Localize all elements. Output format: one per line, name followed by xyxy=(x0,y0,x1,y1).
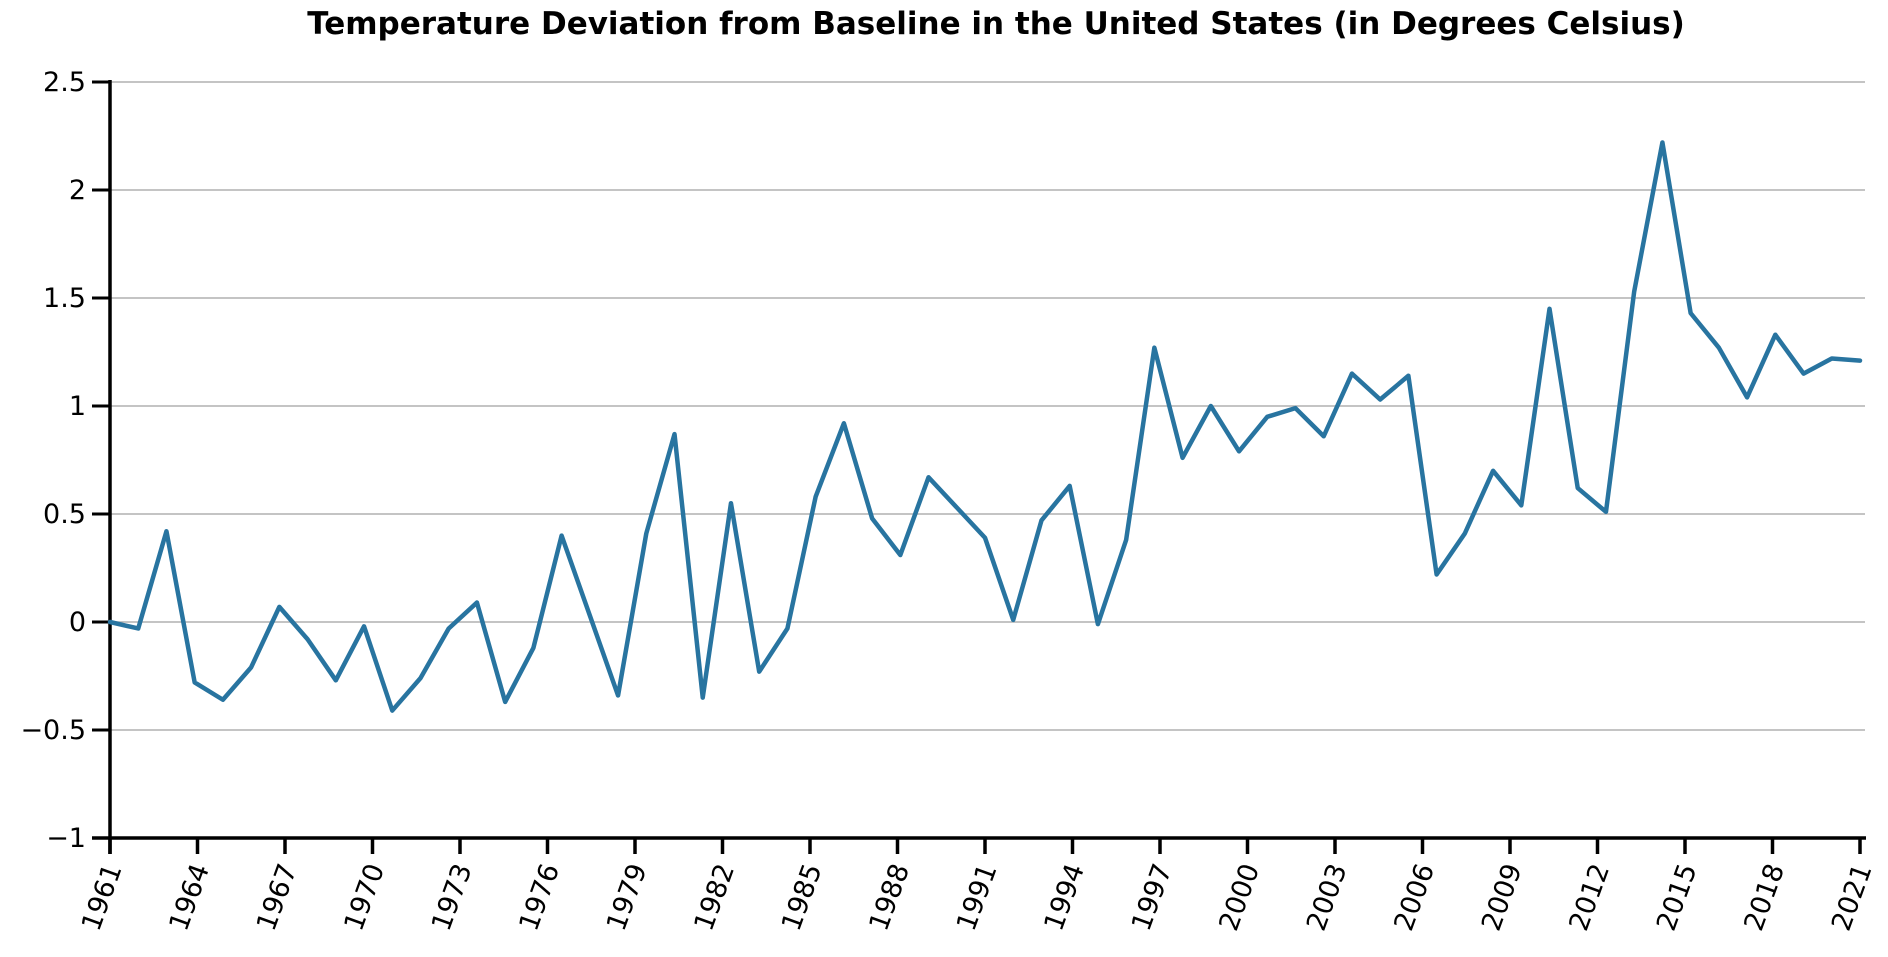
x-tick-label: 2000 xyxy=(1213,860,1266,935)
y-tick-label: 1 xyxy=(69,391,86,422)
x-tick-label: 1979 xyxy=(601,860,654,935)
y-tick-label: −1 xyxy=(46,823,86,854)
x-tick-label: 1961 xyxy=(76,860,129,935)
y-tick-label: 2.5 xyxy=(43,67,86,98)
x-tick-label: 1985 xyxy=(776,860,829,935)
series xyxy=(107,140,1863,713)
chart-title: Temperature Deviation from Baseline in t… xyxy=(307,6,1685,42)
x-tick-label: 1973 xyxy=(426,860,479,935)
y-tick-label: 1.5 xyxy=(43,283,86,314)
x-tick-label: 1976 xyxy=(513,860,566,935)
x-tick-label: 1997 xyxy=(1126,860,1179,935)
x-tick-label: 1994 xyxy=(1038,860,1091,935)
y-tick-label: 2 xyxy=(69,175,86,206)
y-axis: 2.5 2 1.5 1 0.5 0 −0.5 −1 xyxy=(20,67,112,854)
x-tick-label: 2018 xyxy=(1738,860,1791,935)
y-tick-label: −0.5 xyxy=(20,715,86,746)
x-axis: 1961 1964 1967 1970 1973 1976 1979 1982 1985 1988… xyxy=(76,836,1879,935)
y-tick-label: 0 xyxy=(69,607,86,638)
x-tick-label: 1967 xyxy=(251,860,304,935)
series-line xyxy=(107,140,1863,713)
x-tick-label: 1970 xyxy=(338,860,391,935)
x-tick-label: 2006 xyxy=(1388,860,1441,935)
x-tick-label: 2009 xyxy=(1476,860,1529,935)
x-tick-label: 2003 xyxy=(1301,860,1354,935)
x-tick-label: 1982 xyxy=(688,860,741,935)
x-tick-label: 1964 xyxy=(163,860,216,935)
x-tick-label: 2015 xyxy=(1651,860,1704,935)
x-tick-label: 2012 xyxy=(1563,860,1616,935)
x-tick-label: 2021 xyxy=(1826,860,1879,935)
x-tick-label: 1988 xyxy=(863,860,916,935)
gridlines xyxy=(110,81,1865,731)
x-tick-label: 1991 xyxy=(951,860,1004,935)
y-tick-label: 0.5 xyxy=(43,499,86,530)
